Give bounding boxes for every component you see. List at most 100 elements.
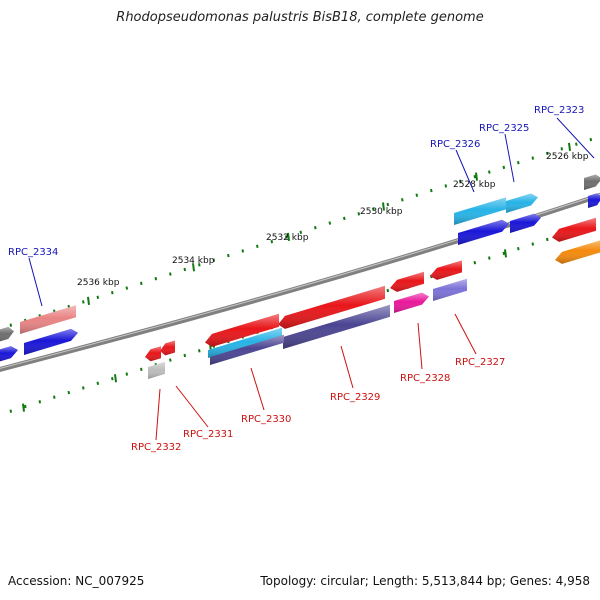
tick-label: 2534 kbp xyxy=(172,256,215,266)
leader-line-rpc-2323 xyxy=(556,117,595,159)
map-title: Rhodopseudomonas palustris BisB18, compl… xyxy=(116,10,484,25)
gene-label-rpc-2327[interactable]: RPC_2327 xyxy=(455,357,505,368)
gene-gray-edge[interactable] xyxy=(584,174,600,191)
gene-indigo-2330[interactable] xyxy=(210,334,284,365)
gene-red-right-edge-shading xyxy=(552,217,596,242)
gene-label-rpc-2334[interactable]: RPC_2334 xyxy=(8,247,58,258)
gene-label-rpc-2329[interactable]: RPC_2329 xyxy=(330,392,380,403)
gene-lightgray-2332-shading xyxy=(148,361,165,379)
gene-rpc-2325-shading xyxy=(506,193,538,213)
gene-gray-left-edge[interactable] xyxy=(0,326,14,342)
outer-tick-row-dot xyxy=(459,179,462,183)
gene-label-rpc-2326[interactable]: RPC_2326 xyxy=(430,139,480,150)
gene-pink-2328[interactable] xyxy=(394,292,429,313)
inner-tick-row-dot xyxy=(517,247,520,251)
inner-tick-row-dot xyxy=(473,260,477,265)
inner-tick-row-major-tick xyxy=(504,249,507,258)
gene-rpc-2323[interactable] xyxy=(588,193,600,208)
gene-label-rpc-2323[interactable]: RPC_2323 xyxy=(534,105,584,116)
inner-tick-row-dot xyxy=(53,395,56,399)
tick-label: 2528 kbp xyxy=(453,180,496,190)
inner-tick-row-major-tick xyxy=(22,403,25,412)
outer-tick-row-dot xyxy=(285,235,288,239)
tick-label: 2532 kbp xyxy=(266,233,309,243)
leader-line-rpc-2332 xyxy=(155,388,161,441)
inner-tick-row-dot xyxy=(82,386,85,390)
gene-label-rpc-2330[interactable]: RPC_2330 xyxy=(241,414,291,425)
inner-tick-row-dot xyxy=(198,349,201,353)
leader-line-rpc-2328 xyxy=(417,322,423,370)
inner-tick-row-dot xyxy=(125,372,129,376)
outer-tick-row-dot xyxy=(96,295,100,299)
gene-red-2327-shading xyxy=(430,260,462,280)
gene-rpc-2334[interactable] xyxy=(20,305,76,334)
outer-tick-row-dot xyxy=(227,253,230,258)
gene-label-rpc-2331[interactable]: RPC_2331 xyxy=(183,429,233,440)
gene-pink-2328-shading xyxy=(394,292,429,313)
gene-red-2332-shading xyxy=(145,346,161,362)
gene-lightgray-2332[interactable] xyxy=(148,361,165,379)
gene-red-2328-shading xyxy=(390,271,424,292)
leader-line-rpc-2326 xyxy=(455,149,475,193)
gene-rpc-2326[interactable] xyxy=(454,197,506,225)
inner-tick-row-major-tick xyxy=(114,374,117,383)
gene-red-right-edge[interactable] xyxy=(552,217,596,242)
outer-tick-row-dot xyxy=(125,286,129,290)
gene-gray-edge-shading xyxy=(584,174,600,190)
inner-tick-row-dot xyxy=(67,390,71,395)
outer-tick-row-dot xyxy=(430,188,433,193)
gene-label-rpc-2328[interactable]: RPC_2328 xyxy=(400,373,450,384)
leader-line-rpc-2331 xyxy=(175,385,209,428)
leader-line-rpc-2325 xyxy=(504,133,515,183)
outer-tick-row-dot xyxy=(111,290,114,295)
gene-indigo-2329[interactable] xyxy=(283,304,390,349)
gene-rpc-2323-shading xyxy=(588,193,600,208)
outer-tick-row-dot xyxy=(415,193,419,197)
gene-cyan-2330[interactable] xyxy=(208,327,282,358)
outer-tick-row-dot xyxy=(82,300,85,304)
outer-tick-row-dot xyxy=(328,221,332,225)
inner-tick-row-dot xyxy=(169,358,172,362)
gene-red-2327[interactable] xyxy=(430,260,462,280)
outer-tick-row-dot xyxy=(314,226,317,230)
gene-red-2330[interactable] xyxy=(205,313,279,347)
gene-blue-left[interactable] xyxy=(24,328,78,355)
gene-orange-right-edge-shading xyxy=(555,240,600,264)
gene-blue-2326b[interactable] xyxy=(458,219,509,245)
outer-tick-row-dot xyxy=(357,212,361,216)
gene-red-2331[interactable] xyxy=(160,340,175,356)
outer-tick-row-dot xyxy=(140,281,143,286)
gene-indigo-2329-shading xyxy=(283,304,390,349)
gene-red-2328[interactable] xyxy=(390,271,424,292)
gene-orange-right-edge[interactable] xyxy=(555,240,600,264)
outer-tick-row-major-tick xyxy=(287,232,290,241)
gene-violet-2327-shading xyxy=(433,278,467,301)
gene-red-2331-shading xyxy=(160,340,175,356)
outer-tick-row-dot xyxy=(488,170,491,174)
gene-rpc-2325[interactable] xyxy=(506,193,538,214)
gene-red-2332[interactable] xyxy=(145,346,161,362)
outer-tick-row-dot xyxy=(154,277,158,281)
outer-tick-row-dot xyxy=(372,207,375,211)
gene-red-2329[interactable] xyxy=(278,285,385,329)
outer-tick-row-dot xyxy=(169,272,172,276)
outer-tick-row-dot xyxy=(444,184,448,188)
outer-tick-row-dot xyxy=(386,202,390,207)
outer-tick-row-dot xyxy=(241,249,245,253)
outer-tick-row-dot xyxy=(589,137,593,142)
leader-line-rpc-2334 xyxy=(28,257,43,307)
outer-tick-row-dot xyxy=(256,244,259,248)
gene-label-rpc-2332[interactable]: RPC_2332 xyxy=(131,442,181,453)
gene-label-rpc-2325[interactable]: RPC_2325 xyxy=(479,123,529,134)
outer-tick-row-major-tick xyxy=(475,172,478,181)
gene-violet-2327[interactable] xyxy=(433,278,467,301)
inner-tick-row-dot xyxy=(111,376,114,381)
gene-blue-2325b[interactable] xyxy=(510,213,541,233)
gene-blue-left-edge[interactable] xyxy=(0,346,18,362)
outer-tick-row-dot xyxy=(183,267,187,272)
outer-tick-row-major-tick xyxy=(192,263,195,272)
outer-tick-row-major-tick xyxy=(568,142,571,152)
gene-blue-2326b-shading xyxy=(458,219,509,245)
inner-tick-row-dot xyxy=(502,251,506,256)
tick-label: 2536 kbp xyxy=(77,278,120,288)
